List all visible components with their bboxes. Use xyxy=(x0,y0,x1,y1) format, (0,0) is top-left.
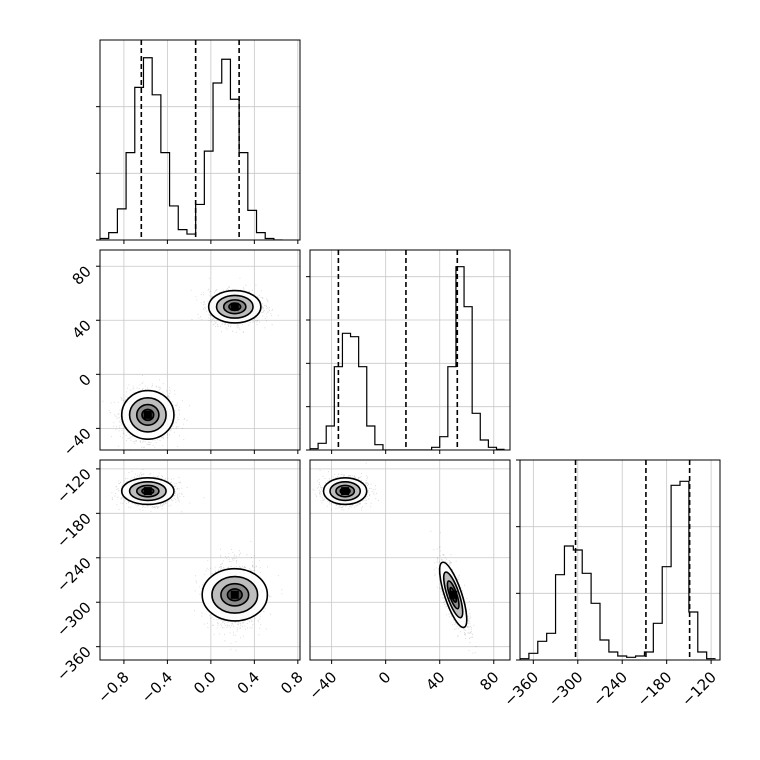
density-cluster-2 xyxy=(194,541,283,651)
histogram-step xyxy=(520,480,716,660)
scatter-panel-1 xyxy=(100,250,300,450)
panel-frame xyxy=(519,459,721,661)
y-tick-label: −240 xyxy=(53,554,95,596)
density-cluster-2 xyxy=(190,277,279,333)
y-tick-label: −300 xyxy=(53,598,95,640)
x-tick-label: −300 xyxy=(545,668,587,710)
density-cluster-1 xyxy=(310,462,379,511)
histogram-panel-2 xyxy=(310,250,510,450)
x-tick-label: −0.4 xyxy=(138,668,176,706)
x-tick-label: 0 xyxy=(375,668,394,687)
x-tick-label: −360 xyxy=(500,668,542,710)
density-peak xyxy=(449,590,458,599)
y-tick-label: −120 xyxy=(53,465,95,507)
x-tick-label: 0.8 xyxy=(277,668,307,698)
x-tick-label: −40 xyxy=(305,668,340,703)
x-tick-label: 80 xyxy=(476,668,502,694)
x-tick-label: −240 xyxy=(589,668,631,710)
panel-frame xyxy=(99,459,301,661)
density-cluster-1 xyxy=(111,469,205,513)
panel-frame xyxy=(309,459,511,661)
density-peak xyxy=(341,487,350,496)
y-tick-label: 40 xyxy=(69,316,95,342)
density-peak xyxy=(143,487,152,496)
x-tick-label: 40 xyxy=(422,668,448,694)
histogram-panel-3 xyxy=(520,460,720,660)
density-cluster-1 xyxy=(102,375,190,450)
histogram-step xyxy=(310,266,505,450)
density-peak xyxy=(230,302,239,311)
panel-frame xyxy=(309,249,511,451)
density-peak xyxy=(143,410,152,419)
x-tick-label: 0.4 xyxy=(234,668,264,698)
panel-frame xyxy=(99,39,301,241)
y-tick-label: −180 xyxy=(53,509,95,551)
density-peak xyxy=(230,590,239,599)
y-tick-label: 80 xyxy=(69,262,95,288)
panel-frame xyxy=(99,249,301,451)
scatter-panel-3 xyxy=(310,460,510,660)
density-cluster-2 xyxy=(430,530,477,654)
x-tick-label: −180 xyxy=(634,668,676,710)
scatter-panel-2 xyxy=(100,460,300,660)
y-tick-label: −40 xyxy=(60,424,95,459)
x-tick-label: −120 xyxy=(678,668,720,710)
histogram-panel-1 xyxy=(100,40,300,240)
histogram-step xyxy=(100,57,283,240)
x-tick-label: 0.0 xyxy=(190,668,220,698)
y-tick-label: 0 xyxy=(75,370,94,389)
y-tick-label: −360 xyxy=(53,643,95,685)
x-tick-label: −0.8 xyxy=(94,668,132,706)
